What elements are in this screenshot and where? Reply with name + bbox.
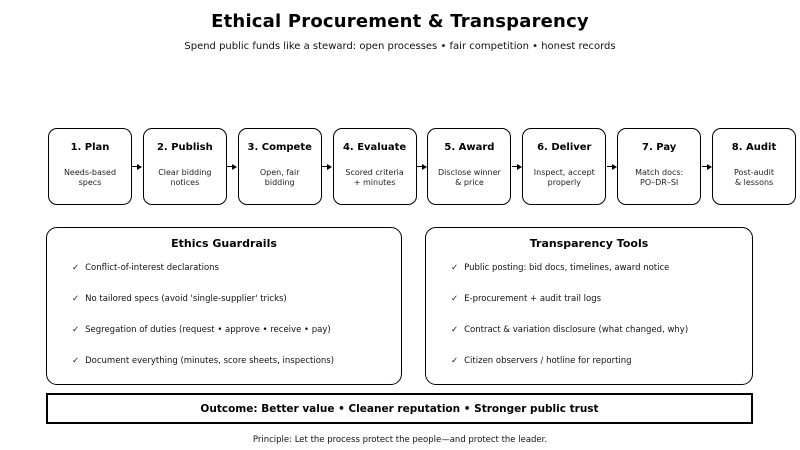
flow-arrow-icon bbox=[606, 128, 617, 205]
checklist-item: ✓ Public posting: bid docs, timelines, aw… bbox=[451, 263, 744, 273]
step-desc: Disclose winner & price bbox=[438, 168, 501, 187]
flow-arrow-icon bbox=[132, 128, 143, 205]
checklist-item: ✓ Citizen observers / hotline for reporti… bbox=[451, 356, 744, 366]
flow-step-compete: 3. Compete Open, fair bidding bbox=[237, 128, 322, 205]
panel-ethics-guardrails: Ethics Guardrails ✓ Conflict-of-interest … bbox=[46, 227, 402, 385]
step-desc: Clear bidding notices bbox=[158, 168, 212, 187]
checklist-item: ✓ E-procurement + audit trail logs bbox=[451, 294, 744, 304]
checklist-item: ✓ Segregation of duties (request • approv… bbox=[72, 325, 393, 335]
checklist-item: ✓ Document everything (minutes, score she… bbox=[72, 356, 393, 366]
process-flow-row: 1. Plan Needs-based specs 2. Publish Cle… bbox=[48, 128, 797, 205]
step-desc: Match docs: PO–DR–SI bbox=[635, 168, 684, 187]
flow-arrow-icon bbox=[511, 128, 522, 205]
checklist-item-text: No tailored specs (avoid 'single-supplie… bbox=[85, 294, 287, 304]
ethics-checklist: ✓ Conflict-of-interest declarations ✓ No t… bbox=[47, 263, 401, 366]
outcome-banner: Outcome: Better value • Cleaner reputati… bbox=[46, 393, 753, 424]
step-label: 1. Plan bbox=[70, 142, 110, 153]
flow-arrow-icon bbox=[701, 128, 712, 205]
flow-arrow-icon bbox=[322, 128, 333, 205]
checklist-item: ✓ Contract & variation disclosure (what c… bbox=[451, 325, 744, 335]
check-icon: ✓ bbox=[72, 263, 80, 273]
checklist-item-text: Citizen observers / hotline for reportin… bbox=[464, 356, 632, 366]
step-label: 3. Compete bbox=[247, 142, 312, 153]
step-desc: Needs-based specs bbox=[63, 168, 117, 187]
checklist-item-text: E-procurement + audit trail logs bbox=[464, 294, 602, 304]
step-label: 4. Evaluate bbox=[342, 142, 407, 153]
checklist-item-text: Conflict-of-interest declarations bbox=[85, 263, 219, 273]
checklist-item: ✓ No tailored specs (avoid 'single-suppli… bbox=[72, 294, 393, 304]
flow-step-deliver: 6. Deliver Inspect, accept properly bbox=[522, 128, 607, 205]
checklist-item-text: Document everything (minutes, score shee… bbox=[85, 356, 335, 366]
checklist-item-text: Public posting: bid docs, timelines, awa… bbox=[464, 263, 670, 273]
step-label: 5. Award bbox=[444, 142, 495, 153]
step-label: 2. Publish bbox=[156, 142, 213, 153]
flow-arrow-icon bbox=[227, 128, 238, 205]
panel-transparency-tools: Transparency Tools ✓ Public posting: bid … bbox=[425, 227, 753, 385]
check-icon: ✓ bbox=[451, 325, 459, 335]
check-icon: ✓ bbox=[72, 294, 80, 304]
outcome-text: Outcome: Better value • Cleaner reputati… bbox=[200, 402, 599, 415]
principle-note: Principle: Let the process protect the p… bbox=[252, 435, 548, 445]
check-icon: ✓ bbox=[451, 294, 459, 304]
flow-step-award: 5. Award Disclose winner & price bbox=[427, 128, 512, 205]
flow-step-plan: 1. Plan Needs-based specs bbox=[48, 128, 132, 205]
page-title: Ethical Procurement & Transparency bbox=[211, 11, 589, 32]
check-icon: ✓ bbox=[72, 356, 80, 366]
step-label: 7. Pay bbox=[642, 142, 677, 153]
check-icon: ✓ bbox=[451, 263, 459, 273]
flow-step-publish: 2. Publish Clear bidding notices bbox=[142, 128, 227, 205]
step-desc: Open, fair bidding bbox=[259, 168, 300, 187]
panel-title: Ethics Guardrails bbox=[171, 237, 277, 250]
step-label: 8. Audit bbox=[731, 142, 777, 153]
page-subtitle: Spend public funds like a steward: open … bbox=[184, 41, 616, 52]
step-desc: Post-audit & lessons bbox=[733, 168, 775, 187]
transparency-checklist: ✓ Public posting: bid docs, timelines, aw… bbox=[426, 263, 752, 366]
step-desc: Inspect, accept properly bbox=[533, 168, 595, 187]
checklist-item-text: Segregation of duties (request • approve… bbox=[85, 325, 331, 335]
step-desc: Scored criteria + minutes bbox=[345, 168, 404, 187]
flow-step-audit: 8. Audit Post-audit & lessons bbox=[712, 128, 797, 205]
flow-step-evaluate: 4. Evaluate Scored criteria + minutes bbox=[332, 128, 417, 205]
panel-title: Transparency Tools bbox=[529, 237, 649, 250]
check-icon: ✓ bbox=[72, 325, 80, 335]
checklist-item: ✓ Conflict-of-interest declarations bbox=[72, 263, 393, 273]
check-icon: ✓ bbox=[451, 356, 459, 366]
flow-step-pay: 7. Pay Match docs: PO–DR–SI bbox=[617, 128, 702, 205]
flow-arrow-icon bbox=[417, 128, 428, 205]
checklist-item-text: Contract & variation disclosure (what ch… bbox=[464, 325, 689, 335]
step-label: 6. Deliver bbox=[537, 142, 592, 153]
